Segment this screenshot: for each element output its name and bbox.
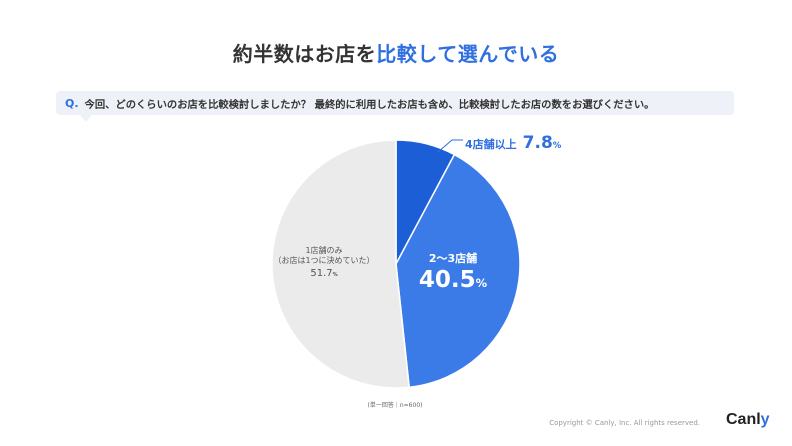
title-prefix: 約半数はお店を <box>232 42 377 66</box>
slice-label-four-plus: 4店舗以上 7.8% <box>465 133 561 153</box>
slice-value-one-store: 51.7% <box>264 269 384 280</box>
title-highlight: 比較して選んでいる <box>376 42 560 66</box>
question-box: Q. 今回、どのくらいのお店を比較検討しましたか？ 最終的に利用したお店も含め、… <box>56 91 734 122</box>
slice-unit-two-three: % <box>475 276 488 290</box>
logo-accent: y <box>760 411 770 428</box>
slice-label-two-three: 2〜3店舗 40.5% <box>398 250 508 293</box>
slice-name-one-store: 1店舗のみ <box>305 246 343 255</box>
pie-slice-two-three <box>395 153 521 389</box>
question-label: Q. <box>65 96 79 110</box>
slice-name-two-three: 2〜3店舗 <box>428 252 478 265</box>
slice-sub-one-store: （お店は1つに決めていた） <box>273 256 375 265</box>
slice-value-num-two-three: 40.5 <box>418 267 476 293</box>
slice-label-one-store: 1店舗のみ （お店は1つに決めていた） 51.7% <box>264 246 384 280</box>
slice-value-num-four-plus: 7.8 <box>522 133 553 153</box>
slice-value-four-plus: 7.8% <box>523 133 562 153</box>
slice-value-num-one-store: 51.7 <box>310 268 333 279</box>
question-text: 今回、どのくらいのお店を比較検討しましたか？ 最終的に利用したお店も含め、比較検… <box>84 98 655 111</box>
logo-main: Canl <box>726 411 761 428</box>
copyright: Copyright © Canly, Inc. All rights reser… <box>549 419 700 427</box>
slice-value-two-three: 40.5% <box>398 267 508 293</box>
slice-unit-four-plus: % <box>552 141 562 151</box>
leader-line-four-plus <box>437 139 463 153</box>
slice-unit-one-store: % <box>332 272 338 278</box>
page-title: 約半数はお店を比較して選んでいる <box>0 38 792 67</box>
slice-name-four-plus: 4店舗以上 <box>465 138 517 151</box>
canly-logo: Canly <box>726 411 770 429</box>
pie-slice-one-store <box>271 139 411 389</box>
sample-note: (単一回答｜n=600) <box>367 402 423 409</box>
